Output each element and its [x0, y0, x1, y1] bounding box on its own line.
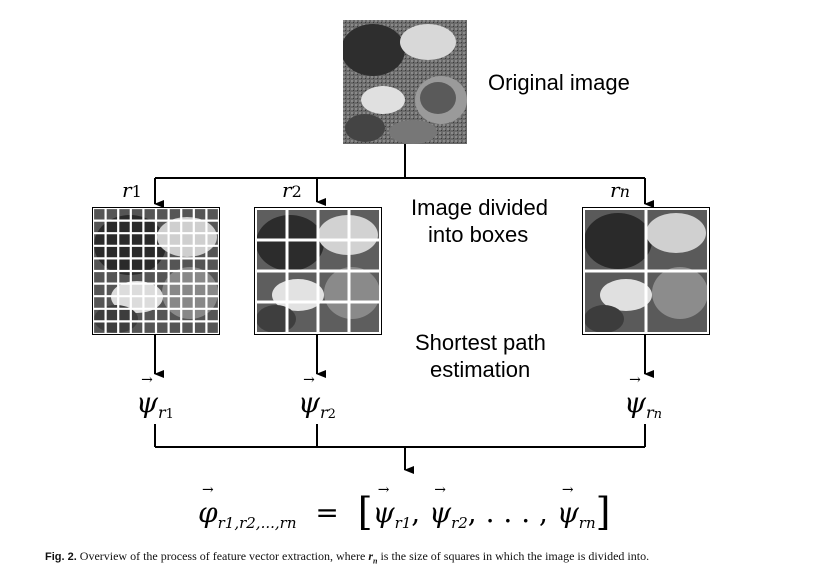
f-psin-sub: rn [578, 514, 596, 532]
phi-arrow: → [201, 482, 214, 498]
psi-rn-arrow: → [629, 372, 641, 388]
psi-r1-sub-r: r [157, 403, 166, 422]
psi-r2-symbol: ψ [298, 386, 320, 419]
f-psi1-arrow: → [377, 482, 390, 498]
right-bracket: ] [595, 490, 611, 534]
caption-rn-sub: n [373, 556, 378, 566]
label-rn: rn [610, 178, 630, 202]
label-r2: r2 [282, 178, 302, 202]
f-sep2: , [467, 496, 477, 529]
caption-rn: rn [368, 549, 378, 566]
left-bracket: [ [357, 490, 373, 534]
psi-r2: → ψr2 [298, 373, 336, 422]
label-rn-sub: n [619, 182, 630, 201]
label-r2-letter: r [282, 178, 292, 202]
original-image-label: Original image [488, 70, 630, 95]
figure-caption: Fig. 2. Overview of the process of featu… [45, 548, 825, 569]
label-r2-sub: 2 [291, 182, 302, 201]
equals-sign: = [315, 496, 339, 529]
f-psin: ψ [556, 496, 579, 529]
label-r1-letter: r [122, 178, 132, 202]
f-psi1: ψ [372, 496, 395, 529]
caption-text-before: Overview of the process of feature vecto… [79, 549, 366, 563]
divided-label-line2: into boxes [428, 222, 529, 247]
shortest-path-label-line1: Shortest path [415, 330, 546, 355]
caption-rn-letter: r [368, 549, 373, 563]
phi-symbol: φ [198, 496, 218, 529]
grid-r1-image [92, 207, 220, 335]
phi-subscript: r1,r2,...,rn [217, 514, 297, 532]
label-rn-letter: r [610, 178, 620, 202]
psi-r1: → ψr1 [136, 373, 174, 422]
psi-rn: → ψrn [624, 373, 662, 422]
f-psi2: ψ [429, 496, 452, 529]
f-dots: . . . , [485, 496, 548, 529]
f-psi2-arrow: → [434, 482, 446, 498]
psi-r2-arrow: → [303, 372, 315, 388]
psi-r1-sub-1: 1 [165, 407, 174, 422]
psi-rn-sub-n: n [653, 407, 662, 422]
psi-r1-symbol: ψ [136, 386, 158, 419]
psi-r2-sub-r: r [319, 403, 328, 422]
psi-r2-sub-2: 2 [327, 407, 336, 422]
label-r1: r1 [122, 178, 142, 202]
f-psi1-sub: r1 [394, 514, 412, 532]
shortest-path-label-line2: estimation [430, 357, 531, 382]
feature-vector-formula: → φr1,r2,...,rn = [→ ψr1, → ψr2, . . . , → ψ… [198, 483, 611, 534]
label-r1-sub: 1 [131, 182, 142, 201]
f-psi2-sub: r2 [451, 514, 468, 532]
f-psin-arrow: → [561, 482, 574, 498]
figure-number: Fig. 2. [45, 551, 77, 563]
psi-r1-arrow: → [141, 372, 153, 388]
caption-text-after: is the size of squares in which the imag… [380, 549, 650, 563]
psi-rn-sub-r: r [645, 403, 654, 422]
divided-label-line1: Image divided [411, 195, 548, 220]
grid-rn-image [582, 207, 710, 335]
psi-rn-symbol: ψ [624, 386, 646, 419]
grid-r2-image [254, 207, 382, 335]
f-sep1: , [411, 496, 421, 529]
original-image [343, 20, 467, 144]
